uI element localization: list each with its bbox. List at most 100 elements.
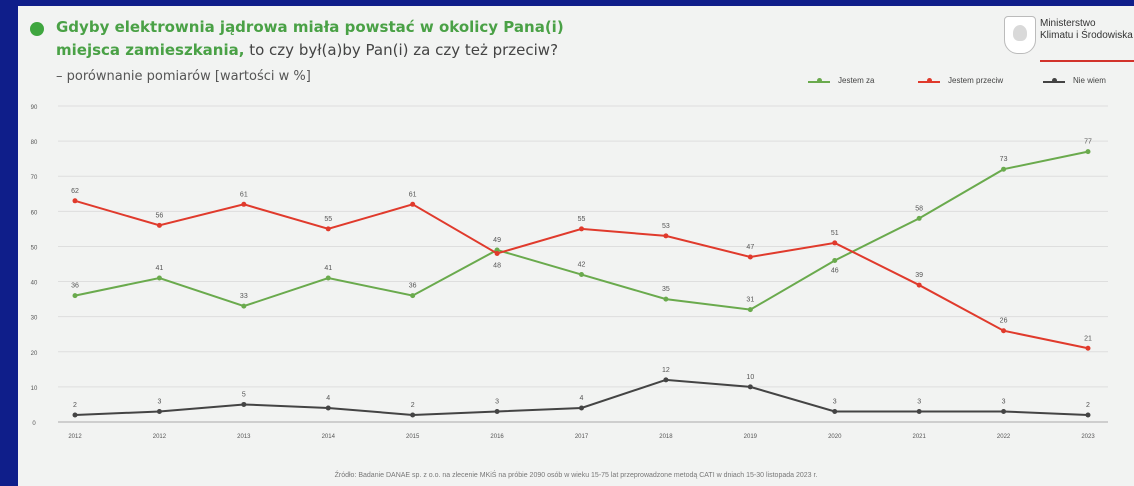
series-0-point-8 xyxy=(747,307,753,313)
x-tick-label-8: 2019 xyxy=(744,434,758,440)
series-1-data-label-7: 53 xyxy=(662,223,670,230)
green-bullet-icon xyxy=(30,22,44,36)
y-tick-label-50: 50 xyxy=(31,245,38,251)
chart-card: Gdyby elektrownia jądrowa miała powstać … xyxy=(18,6,1134,486)
series-2-point-6 xyxy=(579,405,584,411)
series-1-point-7 xyxy=(663,233,669,239)
series-0-data-label-6: 42 xyxy=(578,262,586,269)
logo-line-1: Ministerstwo xyxy=(1040,18,1096,29)
series-1-point-4 xyxy=(410,201,416,207)
title-rest: to czy był(a)by Pan(i) za czy też przeci… xyxy=(244,41,559,59)
x-tick-label-5: 2016 xyxy=(490,434,504,440)
series-0-data-label-1: 41 xyxy=(156,265,164,272)
legend-dot-przeciw xyxy=(927,78,932,83)
series-0-data-label-9: 46 xyxy=(831,267,839,274)
series-2-data-label-1: 3 xyxy=(157,398,161,405)
series-1-point-2 xyxy=(241,201,247,207)
x-tick-label-10: 2021 xyxy=(912,434,926,440)
series-2-point-9 xyxy=(832,408,838,414)
y-tick-label-70: 70 xyxy=(31,175,38,181)
x-tick-label-7: 2018 xyxy=(659,434,673,440)
series-1-point-11 xyxy=(1001,328,1007,334)
series-1-point-9 xyxy=(832,240,838,246)
ministry-logo: Ministerstwo Klimatu i Środowiska xyxy=(998,14,1134,74)
eagle-emblem-icon xyxy=(1004,16,1036,54)
x-tick-label-2: 2013 xyxy=(237,434,251,440)
series-1-point-8 xyxy=(747,254,753,260)
series-0-point-4 xyxy=(410,293,416,299)
series-1-data-label-12: 21 xyxy=(1084,335,1092,342)
legend-label-nie-wiem: Nie wiem xyxy=(1073,76,1106,85)
series-1-data-label-10: 39 xyxy=(915,272,923,279)
series-0-point-12 xyxy=(1085,149,1091,155)
series-1-point-12 xyxy=(1085,345,1091,351)
y-tick-label-20: 20 xyxy=(31,351,38,357)
series-0-point-10 xyxy=(916,215,922,221)
series-2-point-4 xyxy=(410,412,416,418)
series-2-data-label-5: 3 xyxy=(495,398,499,405)
series-0-data-label-10: 58 xyxy=(915,205,923,212)
y-tick-label-90: 90 xyxy=(31,105,38,111)
chart-title: Gdyby elektrownia jądrowa miała powstać … xyxy=(56,16,756,62)
series-1-point-10 xyxy=(916,282,922,288)
series-2-point-7 xyxy=(663,377,669,383)
y-tick-label-30: 30 xyxy=(31,316,38,322)
line-chart: 0 10 20 30 40 50 60 70 80 90 2012 2012 2013 2014 2015 2… xyxy=(31,105,1108,440)
series-0-point-6 xyxy=(579,272,584,278)
logo-text: Ministerstwo Klimatu i Środowiska xyxy=(1040,18,1133,42)
logo-line-2: Klimatu i Środowiska xyxy=(1040,30,1133,41)
series-1-data-label-0: 62 xyxy=(71,188,79,195)
series-1-data-label-6: 55 xyxy=(578,216,586,223)
series-2-point-1 xyxy=(156,408,162,414)
series-0-point-11 xyxy=(1001,166,1007,172)
series-2-data-label-6: 4 xyxy=(580,395,584,402)
x-tick-label-6: 2017 xyxy=(575,434,589,440)
series-0-point-9 xyxy=(832,257,838,263)
series-1-data-label-2: 61 xyxy=(240,191,248,198)
series-0-data-label-2: 33 xyxy=(240,293,248,300)
series-2-point-10 xyxy=(916,408,922,414)
series-0-data-label-0: 36 xyxy=(71,283,79,290)
series-1-data-label-4: 61 xyxy=(409,191,417,198)
series-2-point-5 xyxy=(494,408,500,414)
series-1-data-label-5: 48 xyxy=(493,262,501,269)
x-tick-label-11: 2022 xyxy=(997,434,1011,440)
series-2-data-label-8: 10 xyxy=(746,374,754,381)
series-0-point-1 xyxy=(156,275,162,281)
series-1-data-label-9: 51 xyxy=(831,230,839,237)
series-0-point-7 xyxy=(663,296,669,302)
series-0-data-label-12: 77 xyxy=(1084,139,1092,146)
series-1-point-0 xyxy=(72,198,78,204)
series-0-data-label-3: 41 xyxy=(324,265,332,272)
series-2-point-8 xyxy=(747,384,753,390)
title-bold-line-2: miejsca zamieszkania, xyxy=(56,41,245,59)
y-tick-label-0: 0 xyxy=(32,421,36,427)
series-2-data-label-2: 5 xyxy=(242,391,246,398)
series-0-point-0 xyxy=(72,293,78,299)
x-tick-label-3: 2014 xyxy=(322,434,336,440)
series-0-data-label-5: 49 xyxy=(493,237,501,244)
series-0-data-label-11: 73 xyxy=(1000,156,1008,163)
legend-dot-za xyxy=(817,78,822,83)
series-0-point-2 xyxy=(241,303,247,309)
x-tick-label-1: 2012 xyxy=(153,434,167,440)
x-tick-label-0: 2012 xyxy=(68,434,82,440)
series-0-data-label-8: 31 xyxy=(746,297,754,304)
series-1-point-1 xyxy=(156,222,162,228)
chart-subtitle: – porównanie pomiarów [wartości w %] xyxy=(56,69,311,84)
x-tick-label-12: 2023 xyxy=(1081,434,1095,440)
series-2-data-label-7: 12 xyxy=(662,367,670,374)
source-note: Źródło: Badanie DANAE sp. z o.o. na zlec… xyxy=(334,472,818,479)
x-tick-label-4: 2015 xyxy=(406,434,420,440)
series-2-point-2 xyxy=(241,401,247,407)
series-1-point-5 xyxy=(494,250,500,256)
series-2-point-11 xyxy=(1001,408,1007,414)
y-tick-label-40: 40 xyxy=(31,281,38,287)
series-2-data-label-3: 4 xyxy=(326,395,330,402)
series-2-data-label-0: 2 xyxy=(73,402,77,409)
series-1-data-label-8: 47 xyxy=(746,244,754,251)
y-tick-label-60: 60 xyxy=(31,210,38,216)
series-0-data-label-4: 36 xyxy=(409,283,417,290)
series-2-data-label-11: 3 xyxy=(1002,398,1006,405)
series-1-point-6 xyxy=(579,226,584,232)
